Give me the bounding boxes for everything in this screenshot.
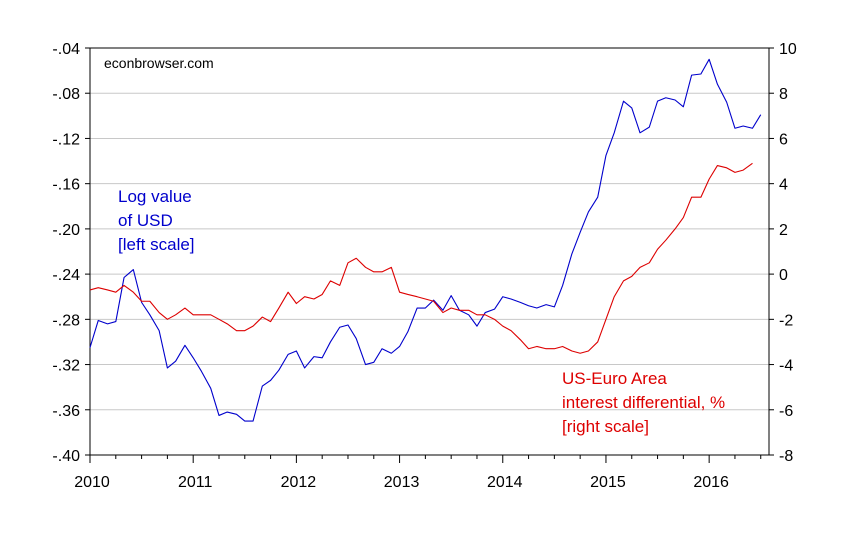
right-tick-label: -6	[779, 403, 793, 420]
annot-layer: econbrowser.com Log value of USD [left scal…	[104, 55, 725, 436]
usd-annotation-line: of USD	[118, 211, 173, 230]
series-layer	[89, 58, 762, 422]
right-tick-label: -2	[779, 312, 793, 329]
left-tick-label: -.12	[52, 131, 80, 148]
diff-annotation-line: US-Euro Area	[562, 369, 667, 388]
left-tick-label: -.24	[52, 267, 80, 284]
right-tick-label: 0	[779, 267, 788, 284]
usd-annotation-line: [left scale]	[118, 235, 195, 254]
x-tick-label: 2015	[590, 474, 626, 491]
x-tick-label: 2016	[693, 474, 729, 491]
diff-annotation-line: interest differential, %	[562, 393, 725, 412]
left-tick-label: -.08	[52, 86, 80, 103]
plot-frame	[89, 47, 770, 456]
right-tick-label: -8	[779, 448, 793, 465]
right-tick-label: -4	[779, 358, 793, 375]
usd-series-line	[89, 58, 762, 422]
right-tick-label: 4	[779, 177, 788, 194]
x-tick-label: 2012	[281, 474, 317, 491]
usd-annotation-line: Log value	[118, 187, 192, 206]
right-tick-label: 2	[779, 222, 788, 239]
left-tick-label: -.32	[52, 358, 80, 375]
left-tick-label: -.28	[52, 312, 80, 329]
x-tick-label: 2010	[74, 474, 110, 491]
x-tick-label: 2013	[384, 474, 420, 491]
x-tick-label: 2011	[178, 474, 213, 491]
diff-series-line	[89, 162, 753, 354]
left-tick-label: -.20	[52, 222, 80, 239]
left-tick-label: -.04	[52, 41, 80, 58]
left-tick-label: -.16	[52, 177, 80, 194]
right-tick-label: 8	[779, 86, 788, 103]
right-tick-label: 10	[779, 41, 797, 58]
left-tick-label: -.36	[52, 403, 80, 420]
left-tick-label: -.40	[52, 448, 80, 465]
watermark-label: econbrowser.com	[104, 55, 214, 71]
right-tick-label: 6	[779, 131, 788, 148]
x-tick-label: 2014	[487, 474, 523, 491]
axis-layer: -.04 -.08 -.12 -.16 -.20 -.24 -.28 -.32 -.36 -.40…	[52, 41, 796, 491]
diff-annotation-line: [right scale]	[562, 417, 649, 436]
